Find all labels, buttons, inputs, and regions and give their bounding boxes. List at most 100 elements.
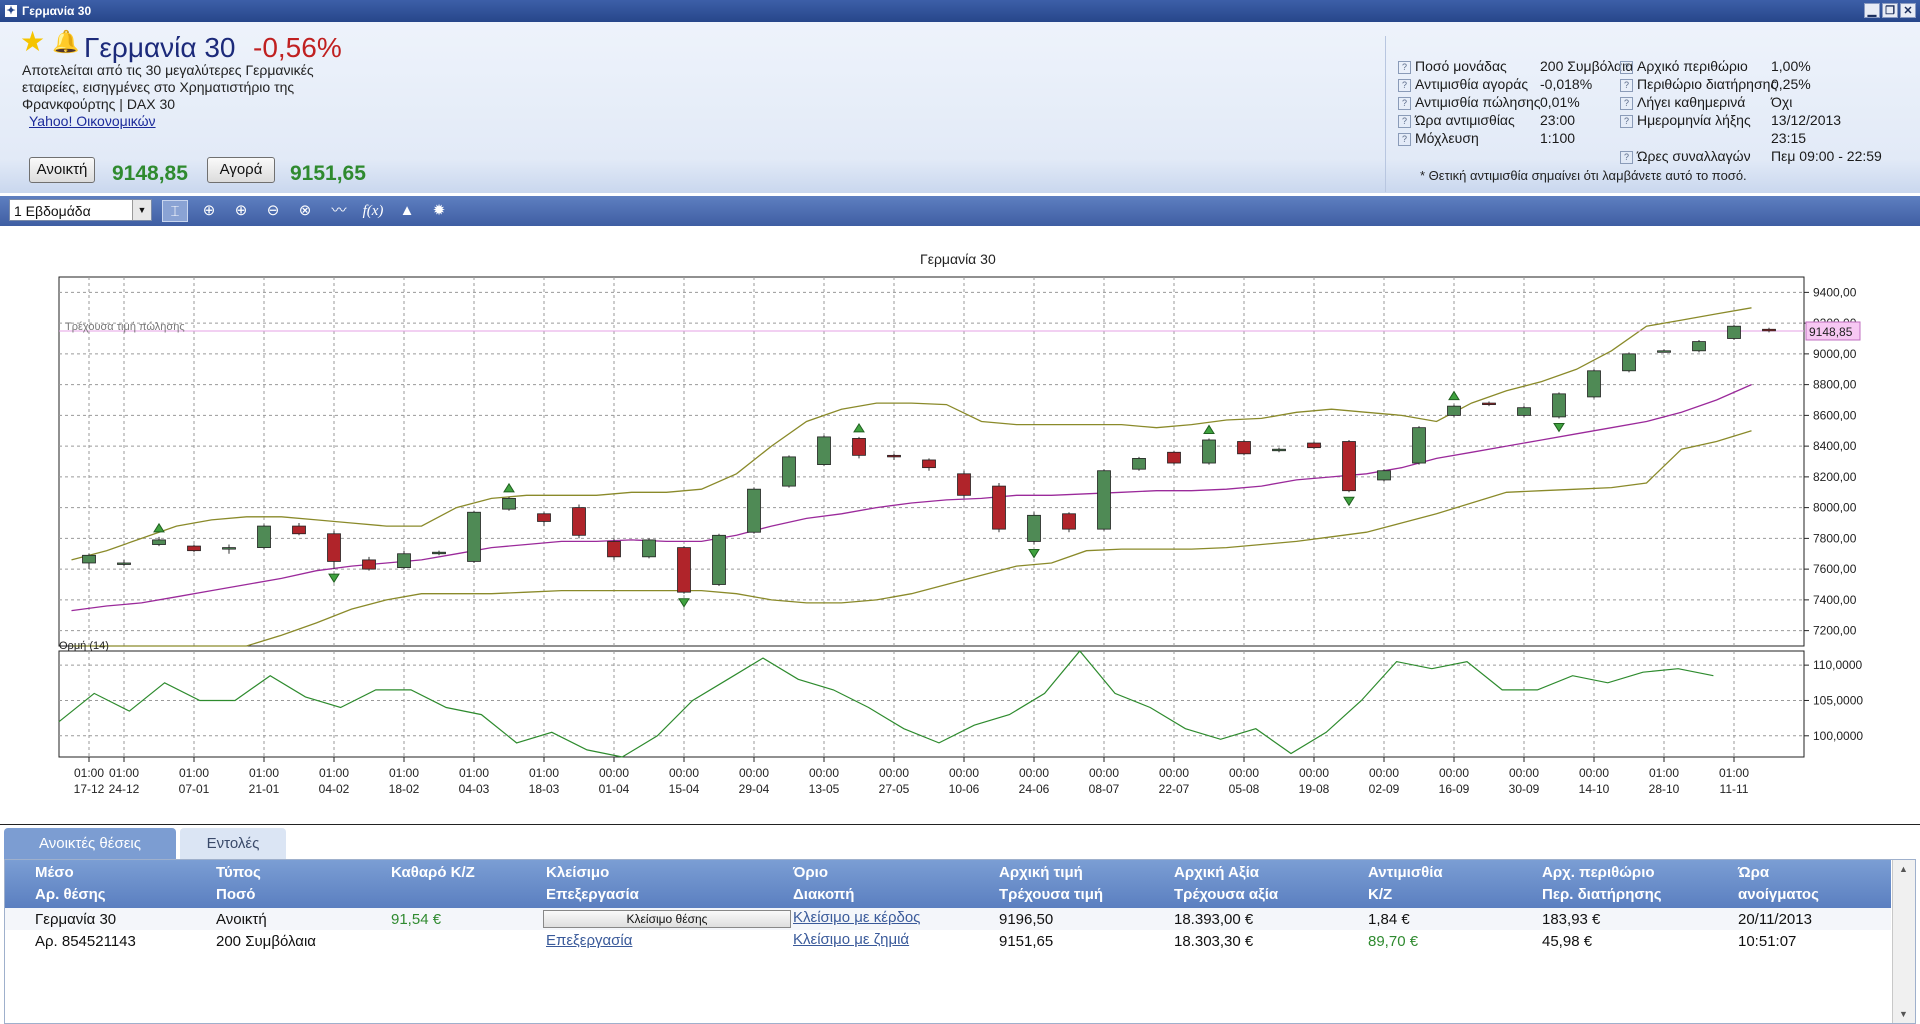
candle-body	[957, 473, 971, 496]
scroll-up-icon[interactable]: ▲	[1899, 864, 1908, 874]
info-value: Όχι	[1771, 94, 1793, 110]
signal-down-arrow	[678, 598, 690, 608]
stop-loss-link[interactable]: Κλείσιμο με ζημιά	[793, 931, 910, 948]
x-tick-label: 00:00	[809, 766, 839, 780]
column-header[interactable]: Αντιμισθία	[1368, 864, 1443, 881]
chevron-down-icon[interactable]: ▼	[132, 200, 151, 220]
take-profit-link[interactable]: Κλείσιμο με κέρδος	[793, 909, 921, 926]
x-tick-label: 00:00	[1369, 766, 1399, 780]
cell-open-value: 18.393,00 €	[1174, 911, 1254, 928]
favorite-star-icon[interactable]: ★	[20, 26, 46, 57]
help-icon[interactable]: ?	[1620, 151, 1633, 164]
instrument-change: -0,56%	[253, 32, 342, 63]
help-icon[interactable]: ?	[1620, 79, 1633, 92]
period-value: 1 Εβδομάδα	[14, 203, 91, 219]
help-icon[interactable]: ?	[1620, 61, 1633, 74]
zoom-out-icon[interactable]: ⊖	[266, 202, 280, 219]
column-header[interactable]: Καθαρό Κ/Ζ	[391, 864, 475, 881]
column-header[interactable]: Αρχική τιμή	[999, 864, 1083, 881]
tab-orders[interactable]: Εντολές	[180, 828, 286, 860]
candle-body	[152, 539, 166, 545]
candle-body	[1517, 407, 1531, 416]
column-header[interactable]: Όριο	[793, 864, 828, 881]
yahoo-finance-link[interactable]: Yahoo! Οικονομικών	[29, 113, 156, 129]
sell-button[interactable]: Ανοικτή	[29, 157, 95, 183]
column-header[interactable]: Κλείσιμο	[546, 864, 610, 881]
chart-toolbar: 1 Εβδομάδα ▼ ⌶ ⊕ ⊕ ⊖ ⊗ 〰 f(x) ▲ ✹	[0, 196, 1920, 226]
info-label: Αντιμισθία αγοράς	[1415, 76, 1529, 92]
help-icon[interactable]: ?	[1398, 133, 1411, 146]
column-header[interactable]: Μέσο	[35, 864, 74, 881]
line-chart-icon[interactable]: 〰	[331, 202, 347, 219]
sell-price: 9148,85	[112, 162, 188, 185]
y-tick-label: 9400,00	[1813, 285, 1857, 299]
candle-body	[82, 554, 96, 564]
info-label: Ημερομηνία λήξης	[1637, 112, 1751, 128]
info-value: 200 Συμβόλαια	[1540, 58, 1634, 74]
column-header[interactable]: Τρέχουσα τιμή	[999, 886, 1104, 903]
price-chart[interactable]: 7200,00 7400,00 7600,00 7800,00 8000,00 8200,…	[0, 270, 1920, 800]
x-tick-label: 13-05	[809, 782, 840, 796]
help-icon[interactable]: ?	[1398, 97, 1411, 110]
column-header[interactable]: Κ/Ζ	[1368, 886, 1393, 903]
scroll-down-icon[interactable]: ▼	[1899, 1009, 1908, 1019]
zoom-in-icon[interactable]: ⊕	[234, 202, 248, 219]
alert-bell-icon[interactable]: ▲	[399, 202, 415, 219]
column-header[interactable]: Διακοπή	[793, 886, 855, 903]
x-tick-label: 00:00	[669, 766, 699, 780]
buy-button[interactable]: Αγορά	[207, 157, 275, 183]
x-tick-label: 00:00	[1229, 766, 1259, 780]
cursor-icon[interactable]: ⌶	[162, 200, 188, 222]
x-tick-label: 01:00	[389, 766, 419, 780]
edit-link[interactable]: Επεξεργασία	[546, 932, 633, 949]
x-tick-label: 24-12	[109, 782, 140, 796]
column-header[interactable]: ανοίγματος	[1738, 886, 1819, 903]
x-tick-label: 10-06	[949, 782, 980, 796]
alert-bell-icon[interactable]: 🔔	[52, 29, 80, 54]
help-icon[interactable]: ?	[1398, 79, 1411, 92]
cell-current-value: 18.303,30 €	[1174, 933, 1254, 950]
column-header[interactable]: Ώρα	[1738, 864, 1770, 881]
tab-open-positions[interactable]: Ανοικτές θέσεις	[4, 828, 176, 860]
info-value: 13/12/2013	[1771, 112, 1842, 128]
x-tick-label: 01:00	[319, 766, 349, 780]
column-header[interactable]: Αρχική Αξία	[1174, 864, 1259, 881]
instrument-header	[0, 22, 1920, 193]
minimize-button[interactable]: ▁	[1864, 3, 1880, 18]
y-tick-label: 7800,00	[1813, 531, 1857, 545]
settings-gear-icon[interactable]: ✹	[432, 202, 446, 219]
column-header[interactable]: Περ. διατήρησης	[1542, 886, 1662, 903]
column-header[interactable]: Αρ. θέσης	[35, 886, 106, 903]
help-icon[interactable]: ?	[1398, 61, 1411, 74]
info-label: Μόχλευση	[1415, 130, 1479, 146]
help-icon[interactable]: ?	[1398, 115, 1411, 128]
column-header[interactable]: Ποσό	[216, 886, 256, 903]
candle-body	[1132, 458, 1146, 470]
function-icon[interactable]: f(x)	[362, 203, 384, 219]
table-row[interactable]: Αρ. 854521143 200 Συμβόλαια Επεξεργασία …	[5, 930, 1891, 952]
x-tick-label: 00:00	[879, 766, 909, 780]
period-select[interactable]: 1 Εβδομάδα ▼	[9, 199, 152, 221]
vertical-scrollbar[interactable]: ▲ ▼	[1892, 860, 1915, 1023]
column-header[interactable]: Τύπος	[216, 864, 261, 881]
info-value: Πεμ 09:00 - 22:59	[1771, 148, 1882, 164]
x-tick-label: 01:00	[109, 766, 139, 780]
zoom-reset-icon[interactable]: ⊗	[298, 202, 312, 219]
x-tick-label: 15-04	[669, 782, 700, 796]
column-header[interactable]: Επεξεργασία	[546, 886, 639, 903]
help-icon[interactable]: ?	[1620, 97, 1633, 110]
signal-up-arrow	[153, 522, 165, 533]
column-header[interactable]: Τρέχουσα αξία	[1174, 886, 1279, 903]
column-header[interactable]: Αρχ. περιθώριο	[1542, 864, 1655, 881]
close-window-button[interactable]: ✕	[1900, 3, 1916, 18]
candle-body	[1587, 370, 1601, 398]
candle-body	[1062, 513, 1076, 530]
current-price-value: 9148,85	[1809, 325, 1853, 339]
table-row[interactable]: Γερμανία 30 Ανοικτή 91,54 € Κλείσιμο θέσ…	[5, 908, 1891, 930]
crosshair-icon[interactable]: ⊕	[202, 202, 216, 219]
restore-button[interactable]: ❐	[1882, 3, 1898, 18]
table-header: Μέσο Αρ. θέσης Τύπος Ποσό Καθαρό Κ/Ζ Κλείσιμο…	[5, 860, 1891, 908]
help-icon[interactable]: ?	[1620, 115, 1633, 128]
x-tick-label: 00:00	[1089, 766, 1119, 780]
close-position-button[interactable]: Κλείσιμο θέσης	[543, 910, 791, 928]
